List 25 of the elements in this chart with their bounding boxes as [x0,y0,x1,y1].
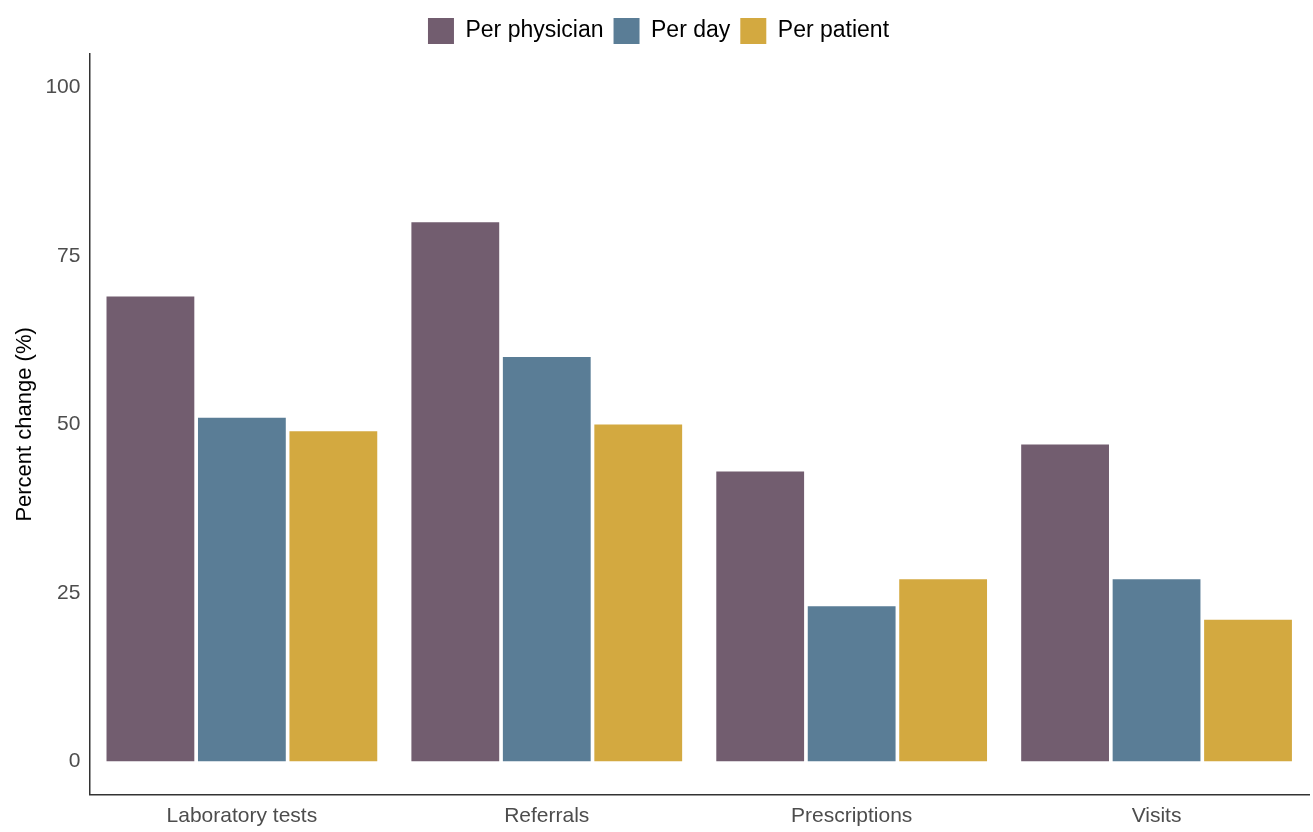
bar [899,579,988,762]
legend-label: Per physician [465,16,604,43]
bar [1112,579,1201,762]
y-tick-label: 25 [57,579,81,603]
y-axis-title: Percent change (%) [11,327,37,522]
x-tick-label: Prescriptions [790,803,913,827]
bar [1204,619,1292,762]
x-tick-label: Visits [1131,803,1182,827]
bar [807,606,896,762]
legend-label: Per patient [777,16,890,43]
x-tick-label: Laboratory tests [166,803,318,827]
bar [1021,444,1109,762]
y-tick-label: 0 [68,747,81,771]
bar [502,357,591,762]
bar [716,471,805,762]
bar [289,431,378,762]
bar [594,424,683,762]
bar [106,296,195,762]
bar [411,222,500,762]
bar [197,417,286,762]
y-tick-label: 50 [57,411,81,435]
y-tick-label: 100 [45,74,81,98]
y-tick-label: 75 [57,242,81,266]
x-tick-label: Referrals [504,803,590,827]
legend-label: Per day [651,16,731,43]
